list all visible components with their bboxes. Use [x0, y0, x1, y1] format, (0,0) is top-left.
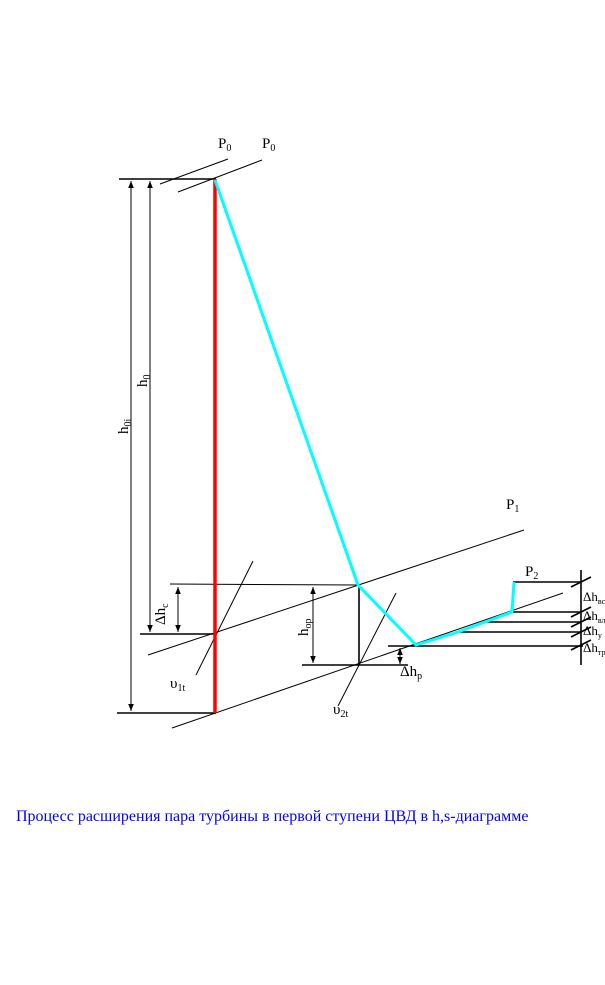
isochore-v1t: [195, 560, 254, 676]
label-p2: P2: [525, 564, 538, 582]
label-dhy: Δhу: [583, 623, 602, 640]
label-dhp: Δhp: [400, 664, 422, 682]
label-p1: P1: [506, 497, 519, 515]
isobar-p1: [147, 529, 525, 656]
label-h0i: h0i: [116, 419, 134, 435]
figure-caption: Процесс расширения пара турбины в первой…: [16, 808, 529, 825]
isobar-p0-left: [159, 158, 229, 185]
loss-tick-1: [570, 576, 592, 588]
loss-tick-4: [570, 626, 592, 638]
isobar-p2: [171, 592, 564, 729]
loss-tick-2: [570, 606, 592, 618]
label-p0-left: P0: [218, 136, 231, 154]
label-dhvc: Δhвс: [583, 589, 605, 606]
label-dhc: Δhc: [153, 603, 171, 625]
ref-line-h1: [169, 583, 359, 586]
label-p0-right: P0: [262, 136, 275, 154]
label-v2t: υ2t: [333, 702, 348, 720]
label-h0: h0: [135, 375, 153, 388]
label-v1t: υ1t: [170, 676, 185, 694]
isochore-v2t: [337, 592, 397, 707]
label-hop: hop: [296, 619, 314, 637]
loss-tick-5: [570, 639, 592, 651]
expansion-process-line: [213, 179, 516, 647]
loss-tick-3: [570, 616, 592, 628]
isobar-p0-right: [177, 159, 263, 193]
label-dhvl: Δhвл: [583, 608, 605, 625]
label-dhtr: Δhтр: [583, 640, 605, 657]
